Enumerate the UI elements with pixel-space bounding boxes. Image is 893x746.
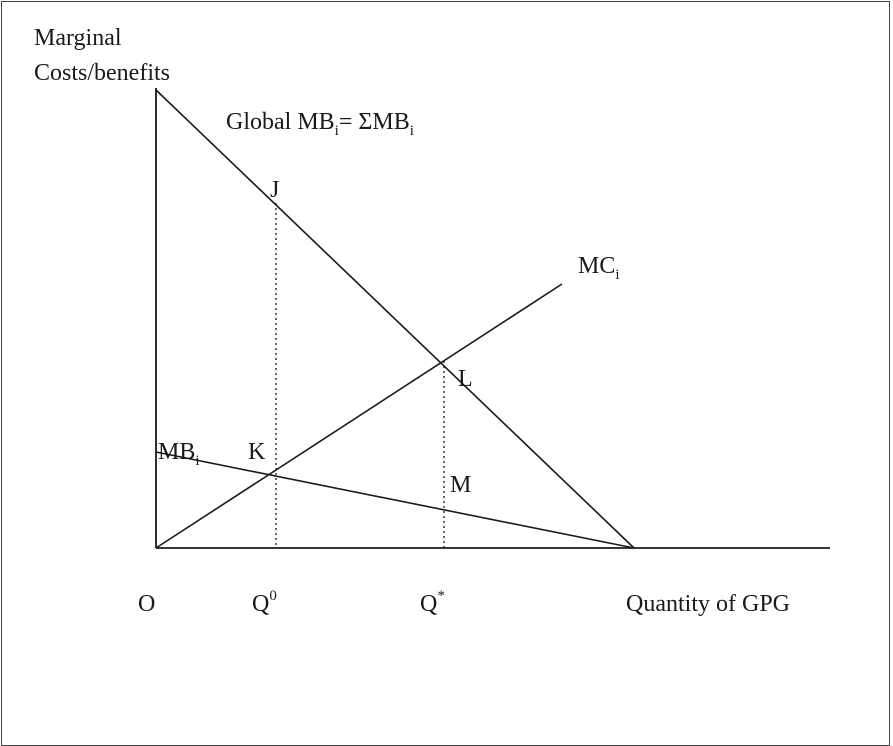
global-mb-line [155,89,635,549]
x-axis-label: Quantity of GPG [626,591,790,617]
y-axis-label-line2: Costs/benefits [34,60,170,86]
qstar-label: Q* [420,588,445,617]
mc-line [155,283,563,549]
mb-line [155,451,635,549]
point-m-label: M [450,472,471,498]
y-axis-label-line1: Marginal [34,25,122,51]
mc-label: MCi [578,253,620,283]
point-l-label: L [458,366,473,392]
point-k-label: K [248,439,266,465]
origin-label: O [138,591,155,617]
global-mb-label: Global MBi= ΣMBi [226,109,414,139]
point-j-label: J [270,177,279,203]
q0-label: Q0 [252,588,277,617]
mb-label: MBi [158,439,200,469]
